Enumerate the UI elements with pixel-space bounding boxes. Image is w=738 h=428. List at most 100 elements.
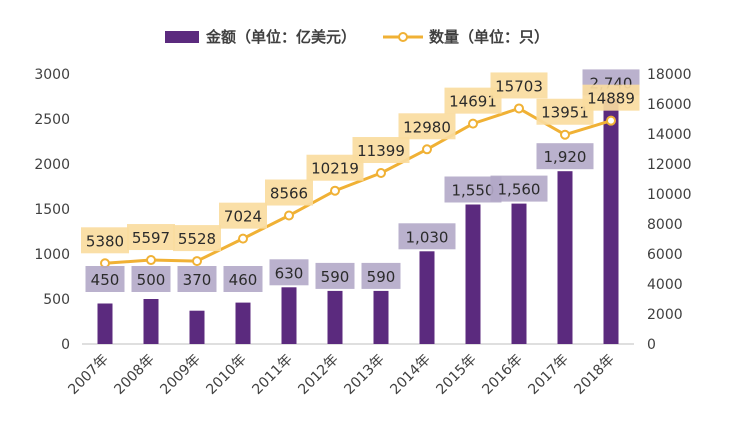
line-data-label: 14889 bbox=[587, 90, 635, 108]
line-data-label: 5380 bbox=[86, 232, 124, 250]
right-axis-tick-label: 2000 bbox=[647, 307, 683, 323]
bar-series bbox=[97, 97, 619, 345]
line-point bbox=[238, 233, 248, 244]
bar-label-box bbox=[315, 262, 355, 289]
line-data-label: 15703 bbox=[495, 77, 543, 95]
bar-data-label: 1,030 bbox=[406, 228, 449, 246]
bar bbox=[281, 287, 297, 344]
line-path bbox=[104, 106, 612, 265]
legend: 金额（单位：亿美元） 数量（单位：只） bbox=[165, 28, 549, 46]
x-axis-tick-label: 2010年 bbox=[203, 352, 249, 398]
bar bbox=[327, 290, 343, 344]
left-axis-tick-label: 3000 bbox=[34, 67, 70, 83]
bar-data-label: 450 bbox=[91, 271, 120, 289]
bar bbox=[419, 251, 435, 344]
line-data-label: 13951 bbox=[541, 104, 589, 122]
bar bbox=[189, 310, 205, 344]
line-label-box bbox=[81, 227, 129, 254]
bar-data-label: 630 bbox=[275, 264, 304, 282]
bar-data-label: 370 bbox=[183, 271, 212, 289]
line-label-box bbox=[352, 137, 410, 164]
line-data-label: 14691 bbox=[449, 93, 497, 111]
x-axis-tick-label: 2013年 bbox=[341, 352, 387, 398]
line-point bbox=[560, 129, 570, 140]
bar bbox=[511, 203, 527, 344]
left-axis-tick-label: 0 bbox=[61, 337, 70, 353]
bar bbox=[143, 299, 159, 344]
line-label-box bbox=[173, 225, 221, 252]
line-label-box bbox=[490, 72, 548, 99]
right-axis-tick-label: 10000 bbox=[647, 187, 692, 203]
bar-data-label: 1,920 bbox=[544, 148, 587, 166]
x-axis-tick-label: 2007年 bbox=[65, 352, 111, 398]
line-label-box bbox=[398, 113, 456, 140]
right-axis-tick-label: 8000 bbox=[647, 217, 683, 233]
line-label-box bbox=[265, 179, 313, 206]
bar-label-box bbox=[398, 223, 456, 250]
right-axis-tick-label: 14000 bbox=[647, 127, 692, 143]
bar-data-label: 590 bbox=[321, 268, 350, 286]
x-axis-tick-label: 2012年 bbox=[295, 352, 341, 398]
bar bbox=[373, 290, 389, 344]
line-label-box bbox=[582, 84, 640, 111]
x-axis-tick-label: 2011年 bbox=[249, 352, 295, 398]
bar-label-box bbox=[131, 266, 171, 292]
bar-label-box bbox=[177, 266, 217, 292]
line-data-label: 5528 bbox=[178, 230, 216, 248]
line-point bbox=[376, 168, 386, 179]
x-axis-tick-label: 2018年 bbox=[571, 352, 617, 398]
right-axis-tick-label: 0 bbox=[647, 337, 656, 353]
right-axis-tick-label: 4000 bbox=[647, 277, 683, 293]
line-data-label: 7024 bbox=[224, 208, 262, 226]
line-point bbox=[422, 144, 432, 155]
line-data-label: 11399 bbox=[357, 142, 405, 160]
bar bbox=[603, 97, 619, 345]
x-axis: 2007年 2008年 2009年 2010年 2011年 2012年 2013年 2014年… bbox=[65, 352, 617, 398]
line-label-box bbox=[127, 224, 175, 251]
bar-data-label: 1,560 bbox=[498, 181, 541, 199]
bar bbox=[97, 303, 113, 344]
left-axis-tick-label: 1000 bbox=[34, 247, 70, 263]
x-axis-tick-label: 2017年 bbox=[525, 352, 571, 398]
line-label-box bbox=[219, 202, 267, 229]
bar bbox=[235, 302, 251, 344]
right-axis: 0 2000 4000 6000 8000 10000 12000 14000 16000 180… bbox=[647, 67, 692, 353]
right-axis-tick-label: 6000 bbox=[647, 247, 683, 263]
bar-data-label: 590 bbox=[367, 268, 396, 286]
bar-data-label: 1,550 bbox=[452, 182, 495, 200]
left-axis-tick-label: 500 bbox=[43, 292, 70, 308]
right-axis-tick-label: 12000 bbox=[647, 157, 692, 173]
x-axis-tick-label: 2015年 bbox=[433, 352, 479, 398]
bar-data-label: 460 bbox=[229, 271, 258, 289]
line-data-label: 8566 bbox=[270, 185, 308, 203]
legend-line-label: 数量（单位：只） bbox=[429, 28, 549, 46]
line-data-label: 10219 bbox=[311, 160, 359, 178]
right-axis-tick-label: 18000 bbox=[647, 67, 692, 83]
bar-label-box bbox=[490, 175, 548, 202]
legend-bar-label: 金额（单位：亿美元） bbox=[205, 28, 356, 46]
left-axis-tick-label: 2000 bbox=[34, 157, 70, 173]
x-axis-tick-label: 2009年 bbox=[157, 352, 203, 398]
legend-bar-swatch bbox=[165, 31, 199, 43]
bar-label-box bbox=[536, 143, 594, 170]
left-axis-tick-label: 1500 bbox=[34, 202, 70, 218]
line-point bbox=[330, 185, 340, 196]
bar-label-box bbox=[85, 266, 125, 292]
left-axis-tick-label: 2500 bbox=[34, 112, 70, 128]
right-axis-tick-label: 16000 bbox=[647, 97, 692, 113]
bar-data-label: 500 bbox=[137, 271, 166, 289]
bar bbox=[557, 171, 573, 344]
line-point bbox=[468, 118, 478, 129]
bar-label-box bbox=[269, 259, 309, 286]
line-point bbox=[284, 210, 294, 221]
bar-label-box bbox=[223, 266, 263, 292]
line-data-label: 12980 bbox=[403, 118, 451, 136]
left-axis: 0 500 1000 1500 2000 2500 3000 bbox=[34, 67, 70, 353]
line-point bbox=[606, 115, 616, 126]
x-axis-tick-label: 2014年 bbox=[387, 352, 433, 398]
line-point bbox=[192, 256, 202, 267]
bar bbox=[465, 204, 481, 344]
